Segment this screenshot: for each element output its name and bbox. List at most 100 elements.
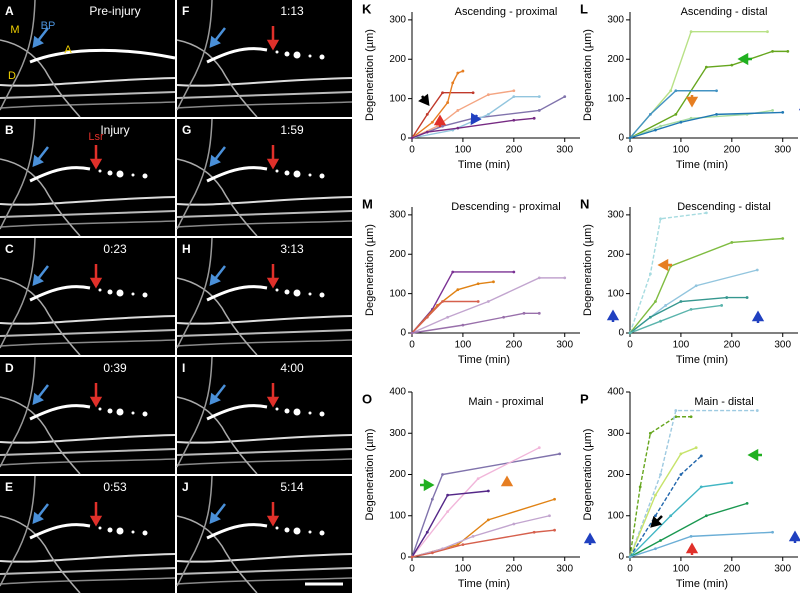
data-point [689, 534, 693, 538]
data-point [659, 539, 662, 542]
data-point [654, 547, 657, 551]
neurite [176, 0, 213, 111]
chart-title: Descending - proximal [451, 201, 560, 213]
neurite-fragment [107, 527, 113, 533]
neurite [176, 329, 353, 337]
blue-arrow [32, 503, 49, 524]
data-point [725, 296, 729, 299]
data-point [430, 120, 434, 124]
red-arrow [89, 264, 103, 289]
x-tick-label: 200 [723, 564, 740, 575]
data-point [563, 276, 567, 280]
micrograph: H 3:13 [176, 237, 353, 356]
y-axis-label: Degeneration (µm) [582, 224, 594, 316]
data-point [786, 49, 790, 53]
neurite [0, 356, 36, 468]
neurite [176, 101, 353, 109]
series-line [411, 300, 479, 334]
data-point [441, 124, 444, 128]
neurite [206, 404, 268, 421]
blue-arrow [209, 27, 226, 48]
blue-arrow [32, 27, 49, 48]
x-tick-label: 100 [455, 340, 472, 351]
chart-arrow [470, 112, 482, 126]
series-line [629, 212, 707, 334]
chart-title: Main - distal [694, 396, 753, 408]
blue-arrow [32, 384, 49, 405]
data-point [456, 126, 460, 130]
x-axis-label: Time (min) [458, 159, 510, 171]
x-tick-label: 0 [627, 564, 633, 575]
neurite-fragment [107, 408, 113, 414]
y-axis-label: Degeneration (µm) [364, 29, 376, 121]
blue-arrow [209, 146, 226, 167]
data-point [425, 315, 429, 319]
x-tick-label: 200 [723, 340, 740, 351]
chart-title: Main - proximal [468, 396, 543, 408]
neurite [176, 277, 258, 356]
data-point [461, 543, 465, 547]
data-point [648, 112, 652, 116]
data-point [471, 91, 475, 95]
data-point [730, 63, 734, 67]
chart-title: Ascending - proximal [455, 6, 558, 18]
x-tick-label: 300 [556, 145, 573, 156]
x-tick-label: 0 [409, 564, 415, 575]
data-point [699, 485, 703, 489]
neurite [176, 210, 353, 218]
time-label: 0:39 [103, 361, 127, 375]
neurite-fragment [275, 50, 279, 54]
neurite [29, 523, 91, 540]
micrograph: I 4:00 [176, 356, 353, 475]
neurite [176, 458, 353, 466]
neurite-fragment [275, 407, 279, 411]
data-point [745, 296, 749, 299]
x-tick-label: 100 [673, 564, 690, 575]
neurite [0, 210, 176, 218]
y-tick-label: 100 [389, 288, 406, 299]
x-tick-label: 200 [723, 145, 740, 156]
panel-letter: P [580, 391, 589, 406]
neurite [0, 158, 81, 237]
neurite-fragment [284, 408, 290, 414]
neurite [0, 515, 81, 594]
micrograph-bg [177, 119, 352, 236]
red-arrow [266, 264, 280, 289]
neurite-fragment [293, 51, 301, 59]
x-tick-label: 300 [556, 564, 573, 575]
y-axis-label: Degeneration (µm) [582, 29, 594, 121]
neurite [0, 39, 81, 118]
data-point [410, 331, 414, 335]
data-point [502, 315, 506, 319]
data-point [548, 514, 551, 518]
panel-letter: N [580, 196, 589, 211]
neurite [0, 577, 176, 585]
data-point [446, 510, 450, 514]
neurite-fragment [142, 292, 148, 298]
neurite-fragment [284, 527, 290, 533]
data-point [755, 409, 759, 412]
x-tick-label: 0 [627, 340, 633, 351]
y-tick-label: 100 [607, 288, 624, 299]
data-point [446, 101, 450, 104]
red-arrow [89, 145, 103, 170]
neurite-fragment [116, 527, 124, 535]
data-point [679, 120, 683, 124]
data-point [486, 518, 490, 522]
y-tick-label: 0 [400, 328, 406, 339]
data-point [679, 452, 683, 456]
data-point [537, 446, 541, 450]
y-tick-label: 200 [389, 249, 406, 260]
panel-letter: M [362, 196, 373, 211]
chart-arrow [500, 475, 514, 487]
time-label: Pre-injury [89, 4, 140, 18]
x-tick-label: 100 [455, 145, 472, 156]
neurite-fragment [131, 411, 135, 415]
data-point [679, 473, 683, 476]
neurite [0, 339, 176, 347]
neurite [0, 220, 176, 228]
data-point [648, 315, 652, 319]
data-point [430, 551, 434, 555]
annotation: Lsr [88, 131, 104, 143]
x-tick-label: 300 [774, 564, 791, 575]
